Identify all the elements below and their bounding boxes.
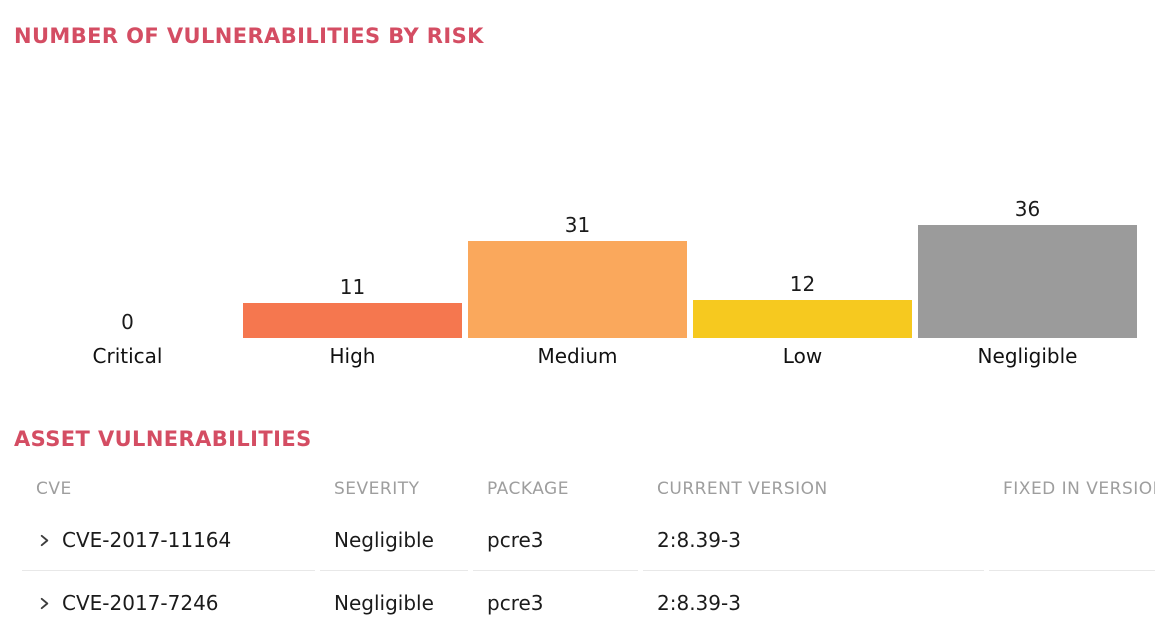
bar-slot-medium: 31 Medium	[465, 195, 690, 370]
column-header-fixed-in-version: FIXED IN VERSION	[1003, 479, 1155, 499]
bar-low[interactable]	[693, 300, 912, 338]
bar-medium[interactable]	[468, 241, 687, 338]
bar-value-label: 31	[564, 213, 591, 237]
bar-high[interactable]	[243, 303, 462, 338]
table-row: CVE-2017-11164 Negligible pcre3 2:8.39-3	[22, 510, 1155, 571]
row-expander[interactable]	[36, 595, 52, 611]
column-header-severity: SEVERITY	[334, 479, 420, 499]
bar-value-label: 12	[789, 272, 816, 296]
bar-category-label: Critical	[92, 344, 163, 368]
bar-category-label: High	[329, 344, 376, 368]
bar-negligible[interactable]	[918, 225, 1137, 338]
severity-value: Negligible	[334, 591, 434, 615]
package-value: pcre3	[473, 510, 638, 571]
chevron-right-icon	[40, 597, 48, 609]
cve-id: CVE-2017-7246	[62, 591, 219, 615]
bar-slot-high: 11 High	[240, 195, 465, 370]
column-header-cve: CVE	[36, 479, 72, 499]
fixed-in-version-value	[989, 571, 1155, 633]
column-header-current-version: CURRENT VERSION	[657, 479, 828, 499]
asset-vulnerabilities-title: ASSET VULNERABILITIES	[14, 427, 312, 451]
bar-value-label: 0	[121, 310, 134, 334]
current-version-value: 2:8.39-3	[657, 591, 741, 615]
bar-category-label: Medium	[537, 344, 618, 368]
chevron-right-icon	[40, 534, 48, 546]
column-header-package: PACKAGE	[487, 479, 569, 499]
bar-category-label: Low	[782, 344, 823, 368]
bar-slot-critical: 0 Critical	[15, 195, 240, 370]
current-version-value: 2:8.39-3	[643, 510, 984, 571]
bar-category-label: Negligible	[977, 344, 1078, 368]
bar-slot-negligible: 36 Negligible	[915, 195, 1140, 370]
table-row: CVE-2017-7246 Negligible pcre3 2:8.39-3	[22, 571, 1155, 633]
table-header-row: CVE SEVERITY PACKAGE CURRENT VERSION FIX…	[22, 468, 1155, 510]
fixed-in-version-value	[989, 510, 1155, 571]
cve-id: CVE-2017-11164	[62, 528, 232, 552]
vulnerability-table: CVE SEVERITY PACKAGE CURRENT VERSION FIX…	[17, 468, 1155, 633]
risk-bar-chart: 0 Critical 11 High 31 Medium 12 Low 36 Negligible	[15, 195, 1140, 370]
package-value: pcre3	[487, 591, 544, 615]
risk-chart-title: NUMBER OF VULNERABILITIES BY RISK	[14, 24, 484, 48]
bar-value-label: 11	[339, 275, 366, 299]
row-expander[interactable]	[36, 532, 52, 548]
bar-value-label: 36	[1014, 197, 1041, 221]
severity-value: Negligible	[320, 510, 468, 571]
bar-slot-low: 12 Low	[690, 195, 915, 370]
